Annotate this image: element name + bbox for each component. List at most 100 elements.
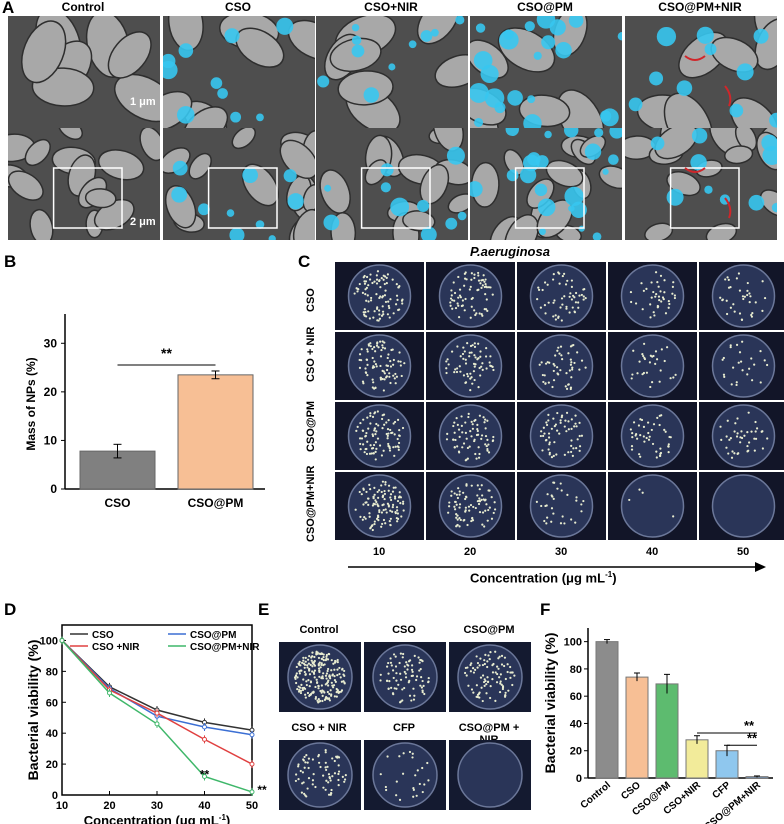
colony bbox=[378, 279, 381, 283]
colony bbox=[421, 691, 424, 694]
bar-1 bbox=[625, 676, 649, 779]
colony bbox=[308, 685, 311, 688]
colony bbox=[366, 373, 369, 377]
bar-3 bbox=[685, 739, 709, 779]
colony bbox=[563, 453, 566, 456]
colony bbox=[483, 662, 486, 666]
colony bbox=[639, 455, 642, 458]
colony bbox=[748, 300, 751, 304]
colony bbox=[471, 666, 475, 670]
colony bbox=[373, 346, 376, 349]
colony bbox=[730, 456, 734, 459]
colony bbox=[395, 672, 398, 675]
colony bbox=[511, 671, 514, 674]
colony bbox=[481, 314, 484, 317]
colony bbox=[330, 681, 333, 684]
colony bbox=[383, 347, 387, 350]
colony bbox=[638, 360, 641, 363]
colony bbox=[382, 278, 385, 281]
colony bbox=[377, 505, 380, 508]
colony bbox=[748, 441, 751, 444]
colony bbox=[300, 683, 303, 687]
colony bbox=[641, 308, 644, 311]
colony bbox=[333, 695, 336, 698]
colony bbox=[488, 361, 491, 364]
colony bbox=[366, 348, 369, 351]
colony bbox=[506, 670, 509, 674]
colony bbox=[750, 430, 753, 433]
colony bbox=[461, 431, 464, 434]
colony bbox=[558, 282, 561, 285]
colony bbox=[307, 668, 311, 671]
colony bbox=[658, 380, 661, 383]
colony bbox=[359, 421, 362, 425]
colony bbox=[391, 510, 394, 513]
colony bbox=[484, 292, 487, 296]
plate-col-label-1: 20 bbox=[464, 546, 477, 558]
colony bbox=[403, 686, 406, 690]
y-tick-label: 0 bbox=[50, 482, 57, 496]
colony bbox=[389, 381, 392, 385]
colony bbox=[582, 295, 585, 298]
nanoparticle-shape bbox=[242, 167, 258, 184]
colony bbox=[474, 313, 477, 317]
sem-title-2: CSO+NIR bbox=[364, 0, 418, 14]
nanoparticle-shape bbox=[217, 88, 228, 99]
colony bbox=[404, 672, 407, 675]
colony bbox=[480, 437, 483, 440]
colony bbox=[457, 316, 461, 319]
colony bbox=[652, 290, 655, 294]
colony bbox=[656, 306, 659, 309]
colony bbox=[569, 386, 573, 389]
colony bbox=[450, 289, 453, 292]
colony bbox=[325, 655, 328, 658]
plate-e-1 bbox=[364, 642, 446, 712]
colony bbox=[642, 435, 645, 438]
colony bbox=[738, 289, 742, 292]
colony bbox=[376, 490, 379, 494]
series-line-2 bbox=[61, 639, 253, 765]
colony bbox=[371, 281, 374, 285]
colony bbox=[469, 389, 472, 392]
colony bbox=[378, 509, 381, 512]
colony bbox=[582, 499, 585, 503]
bacterium-shape bbox=[364, 159, 388, 186]
colony bbox=[468, 445, 471, 448]
colony bbox=[298, 670, 301, 673]
colony bbox=[391, 431, 394, 434]
colony bbox=[729, 344, 732, 347]
plate-3-2 bbox=[517, 472, 606, 540]
colony bbox=[476, 427, 479, 431]
colony bbox=[577, 301, 580, 304]
colony bbox=[302, 656, 305, 659]
y-axis-label: Bacterial viability (%) bbox=[25, 640, 41, 781]
colony bbox=[374, 433, 377, 436]
colony bbox=[729, 286, 732, 289]
colony bbox=[561, 358, 564, 361]
colony bbox=[542, 380, 545, 384]
colony bbox=[392, 446, 395, 449]
colony bbox=[472, 370, 476, 373]
colony bbox=[397, 683, 400, 686]
nanoparticle-shape bbox=[541, 35, 556, 50]
nanoparticle-shape bbox=[628, 97, 643, 112]
colony bbox=[324, 749, 327, 752]
colony bbox=[418, 782, 421, 786]
colony bbox=[471, 423, 474, 426]
colony bbox=[484, 679, 487, 683]
colony bbox=[402, 509, 405, 512]
colony bbox=[343, 669, 346, 673]
colony bbox=[413, 654, 416, 657]
sem-title-3: CSO@PM bbox=[517, 0, 573, 14]
colony bbox=[649, 303, 652, 306]
colony bbox=[402, 500, 405, 503]
colony bbox=[374, 386, 377, 390]
colony bbox=[485, 286, 489, 289]
colony bbox=[364, 293, 367, 296]
colony bbox=[629, 428, 632, 431]
colony bbox=[389, 496, 392, 499]
nanoparticle-shape bbox=[390, 197, 410, 217]
colony bbox=[400, 374, 403, 378]
colony bbox=[365, 447, 368, 451]
colony bbox=[320, 652, 323, 655]
